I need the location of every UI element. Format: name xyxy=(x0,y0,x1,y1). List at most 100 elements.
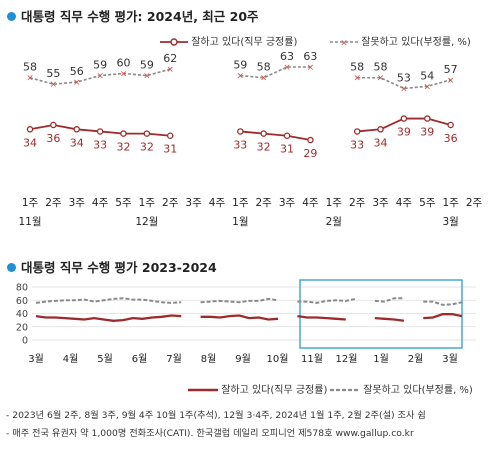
approve-point xyxy=(377,126,384,133)
approve-data-label: 39 xyxy=(397,126,411,139)
svg-text:×: × xyxy=(340,39,348,48)
legend-approve-line-icon xyxy=(188,388,218,392)
disapprove-data-label: 62 xyxy=(163,52,177,65)
x-tick-label: 1주 xyxy=(326,197,343,209)
x-month-label: 7월 xyxy=(166,353,182,365)
x-tick-label: 2주 xyxy=(45,197,62,209)
disapprove-data-label: 59 xyxy=(140,59,154,72)
disapprove-data-label: 57 xyxy=(444,63,458,76)
x-tick-label: 5주 xyxy=(419,197,436,209)
x-tick-label: 3주 xyxy=(372,197,389,209)
disapprove-point: × xyxy=(26,74,34,84)
approve-point xyxy=(96,128,104,135)
x-month-label: 11월 xyxy=(301,353,323,365)
y-tick-label: 80 xyxy=(16,283,28,294)
approve-data-label: 34 xyxy=(374,136,388,149)
disapprove-point: × xyxy=(447,76,455,86)
x-tick-label: 3주 xyxy=(185,197,202,209)
disapprove-data-label: 55 xyxy=(46,67,60,80)
disapprove-point: × xyxy=(377,74,385,84)
approve-point xyxy=(283,132,291,139)
approve-data-label: 36 xyxy=(46,132,60,145)
x-tick-label: 2주 xyxy=(162,197,179,209)
approve-point xyxy=(260,130,267,137)
x-tick-label: 1주 xyxy=(139,197,156,209)
x-month-label: 12월 xyxy=(336,353,358,365)
disapprove-data-label: 59 xyxy=(93,59,107,72)
x-month-label: 5월 xyxy=(97,353,113,365)
x-month-label: 10월 xyxy=(267,353,289,365)
disapprove-data-label: 63 xyxy=(280,50,294,63)
legend-approve-line-icon xyxy=(160,38,188,46)
x-tick-label: 4주 xyxy=(302,197,319,209)
disapprove-point: × xyxy=(96,72,104,82)
approve-series-line xyxy=(374,316,405,322)
month-label: 2월 xyxy=(326,216,342,228)
approve-point xyxy=(353,128,361,135)
x-tick-label: 4주 xyxy=(209,197,226,209)
approve-data-label: 33 xyxy=(350,138,364,151)
disapprove-series-line xyxy=(240,66,311,79)
bottom-chart-title: 대통령 직무 수행 평가 2023-2024 xyxy=(7,257,217,276)
approve-data-label: 32 xyxy=(116,141,130,154)
approve-point xyxy=(120,130,127,137)
x-tick-label: 2주 xyxy=(256,197,273,209)
disapprove-point: × xyxy=(353,74,361,84)
month-label: 11월 xyxy=(18,216,41,228)
x-month-label: 6월 xyxy=(132,353,148,365)
approve-point xyxy=(237,128,244,135)
disapprove-data-label: 58 xyxy=(257,61,271,74)
approve-data-label: 34 xyxy=(70,136,84,149)
month-label: 1월 xyxy=(232,216,248,228)
x-month-label: 9월 xyxy=(235,353,251,365)
disapprove-point: × xyxy=(237,72,245,82)
disapprove-series-line xyxy=(297,297,356,304)
top-chart-title: 대통령 직무 수행 평가: 2024년, 최근 20주 xyxy=(7,6,259,25)
approve-point xyxy=(50,121,57,129)
y-tick-label: 20 xyxy=(16,322,28,333)
approve-series-line xyxy=(240,130,311,141)
approve-point xyxy=(143,130,151,137)
approve-series-line xyxy=(297,315,346,321)
disapprove-series-line xyxy=(357,76,451,90)
disapprove-data-label: 60 xyxy=(116,56,130,69)
x-tick-label: 1주 xyxy=(442,197,459,209)
disapprove-data-label: 56 xyxy=(70,65,84,78)
survey-note-1: - 2023년 6월 2주, 8월 3주, 9월 4주 10월 1주(추석), … xyxy=(6,410,426,421)
x-tick-label: 5주 xyxy=(115,197,132,209)
disapprove-series-line xyxy=(423,300,463,306)
legend-disapprove-line-icon: × xyxy=(330,39,358,49)
approve-data-label: 32 xyxy=(140,141,154,154)
x-tick-label: 4주 xyxy=(92,197,109,209)
approve-data-label: 32 xyxy=(257,141,271,154)
disapprove-point: × xyxy=(400,84,408,94)
disapprove-data-label: 53 xyxy=(397,71,411,84)
disapprove-series-line xyxy=(374,297,404,303)
recent-window-highlight xyxy=(299,279,463,349)
approve-point xyxy=(424,115,431,122)
disapprove-point: × xyxy=(307,63,315,73)
disapprove-point: × xyxy=(143,72,151,82)
y-tick-label: 60 xyxy=(16,296,28,307)
approve-data-label: 31 xyxy=(163,143,177,156)
approve-data-label: 34 xyxy=(23,136,37,149)
approve-data-label: 33 xyxy=(93,138,107,151)
disapprove-data-label: 59 xyxy=(233,59,247,72)
x-month-label: 1월 xyxy=(373,353,389,365)
approve-data-label: 36 xyxy=(444,132,458,145)
x-tick-label: 1주 xyxy=(232,197,249,209)
top-legend-disapprove: × 잘못하고 있다(부정률, %) xyxy=(330,33,471,49)
x-tick-label: 2주 xyxy=(349,197,366,209)
approve-series-line xyxy=(423,313,463,320)
disapprove-data-label: 54 xyxy=(420,69,434,82)
x-month-label: 3월 xyxy=(28,353,44,365)
approve-point xyxy=(73,126,80,133)
disapprove-point: × xyxy=(73,78,81,88)
approve-data-label: 33 xyxy=(233,138,247,151)
approve-series-line xyxy=(35,314,182,322)
disapprove-data-label: 58 xyxy=(374,61,388,74)
bottom-legend-disapprove: 잘못하고 있다(부정률, %) xyxy=(330,381,473,396)
x-month-label: 4월 xyxy=(63,353,79,365)
month-label: 3월 xyxy=(442,216,458,228)
